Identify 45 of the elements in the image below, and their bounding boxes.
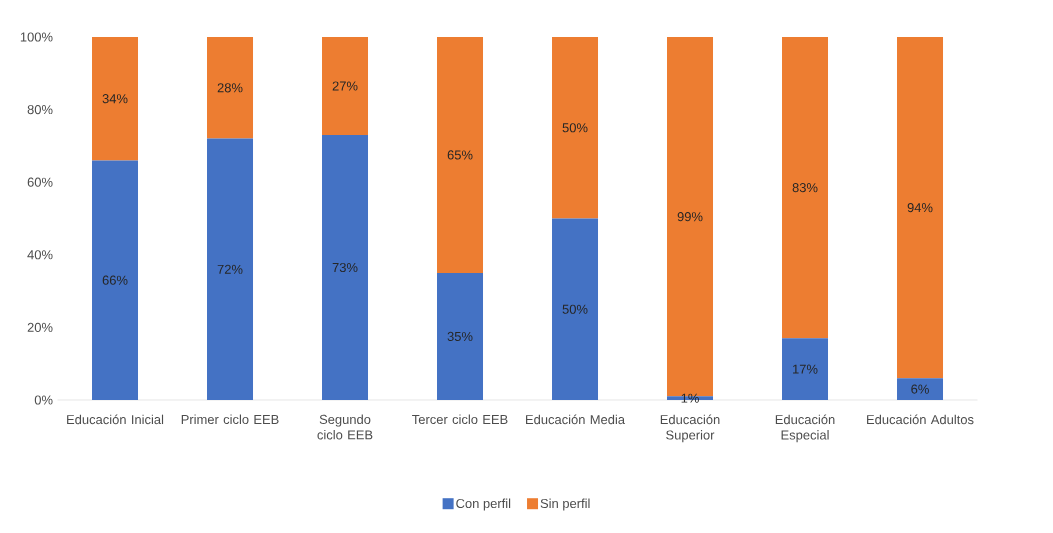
- bar: [437, 272, 484, 400]
- bar: [897, 36, 944, 379]
- bar: [782, 338, 829, 400]
- x-tick-label: Educación Superior: [660, 414, 720, 443]
- data-label: 83%: [792, 183, 818, 193]
- x-tick-label: Tercer ciclo EEB: [412, 414, 508, 425]
- data-label: 73%: [332, 262, 358, 273]
- data-label: 6%: [911, 384, 929, 394]
- data-label: 34%: [102, 94, 128, 104]
- data-label: 28%: [217, 83, 243, 93]
- x-tick-label: Educación Inicial: [67, 414, 164, 425]
- y-tick-label: 40%: [27, 250, 53, 260]
- data-label: 17%: [793, 364, 818, 374]
- y-tick-label: 60%: [27, 177, 53, 187]
- data-label: 65%: [447, 150, 473, 160]
- data-label: 50%: [562, 304, 588, 314]
- data-label: 99%: [677, 212, 703, 222]
- bar: [92, 160, 139, 400]
- bar: [322, 36, 369, 135]
- x-tick-label: Primer ciclo EEB: [181, 414, 279, 425]
- y-tick-label: 80%: [27, 105, 53, 115]
- y-tick-label: 0%: [34, 395, 53, 405]
- bar: [207, 36, 254, 139]
- bar: [207, 138, 254, 400]
- x-tick-label: Segundo ciclo EEB: [317, 414, 373, 440]
- bar: [92, 36, 139, 161]
- bar: [552, 36, 599, 219]
- data-label: 50%: [562, 123, 588, 133]
- data-label: 27%: [332, 81, 358, 91]
- y-tick-label: 20%: [27, 322, 53, 332]
- data-label: 72%: [217, 264, 243, 274]
- data-label: 66%: [102, 275, 128, 285]
- y-tick-label: 100%: [20, 32, 53, 42]
- bar: [782, 36, 829, 339]
- legend-label: Con perfil: [456, 498, 511, 511]
- x-tick-label: Educación Adultos: [867, 414, 974, 425]
- bar: [437, 36, 484, 273]
- x-tick-label: Educación Media: [526, 414, 626, 425]
- bar: [322, 134, 369, 400]
- legend-label: Sin perfil: [540, 498, 590, 511]
- bar: [552, 218, 599, 400]
- data-label: 35%: [447, 331, 473, 342]
- bar: [897, 378, 944, 400]
- data-label: 94%: [907, 203, 933, 213]
- x-tick-label: Educación Especial: [775, 414, 835, 443]
